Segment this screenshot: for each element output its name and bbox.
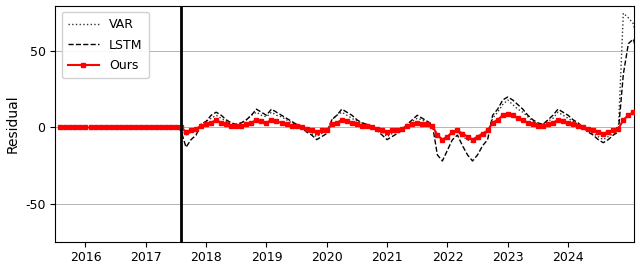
Ours [313, 130, 321, 134]
LSTM [56, 126, 64, 129]
Ours [132, 126, 140, 129]
VAR [56, 126, 64, 129]
LSTM [630, 38, 637, 41]
VAR [620, 12, 627, 15]
Line: LSTM: LSTM [60, 39, 640, 219]
VAR [132, 126, 140, 129]
Line: Ours: Ours [58, 83, 640, 198]
LSTM [132, 126, 140, 129]
Ours [56, 126, 64, 129]
Line: VAR: VAR [60, 13, 640, 170]
VAR [419, 118, 426, 122]
LSTM [313, 138, 321, 141]
Ours [419, 123, 426, 126]
Legend: VAR, LSTM, Ours: VAR, LSTM, Ours [61, 12, 149, 78]
LSTM [419, 117, 426, 120]
Y-axis label: Residual: Residual [6, 94, 20, 153]
VAR [313, 135, 321, 138]
